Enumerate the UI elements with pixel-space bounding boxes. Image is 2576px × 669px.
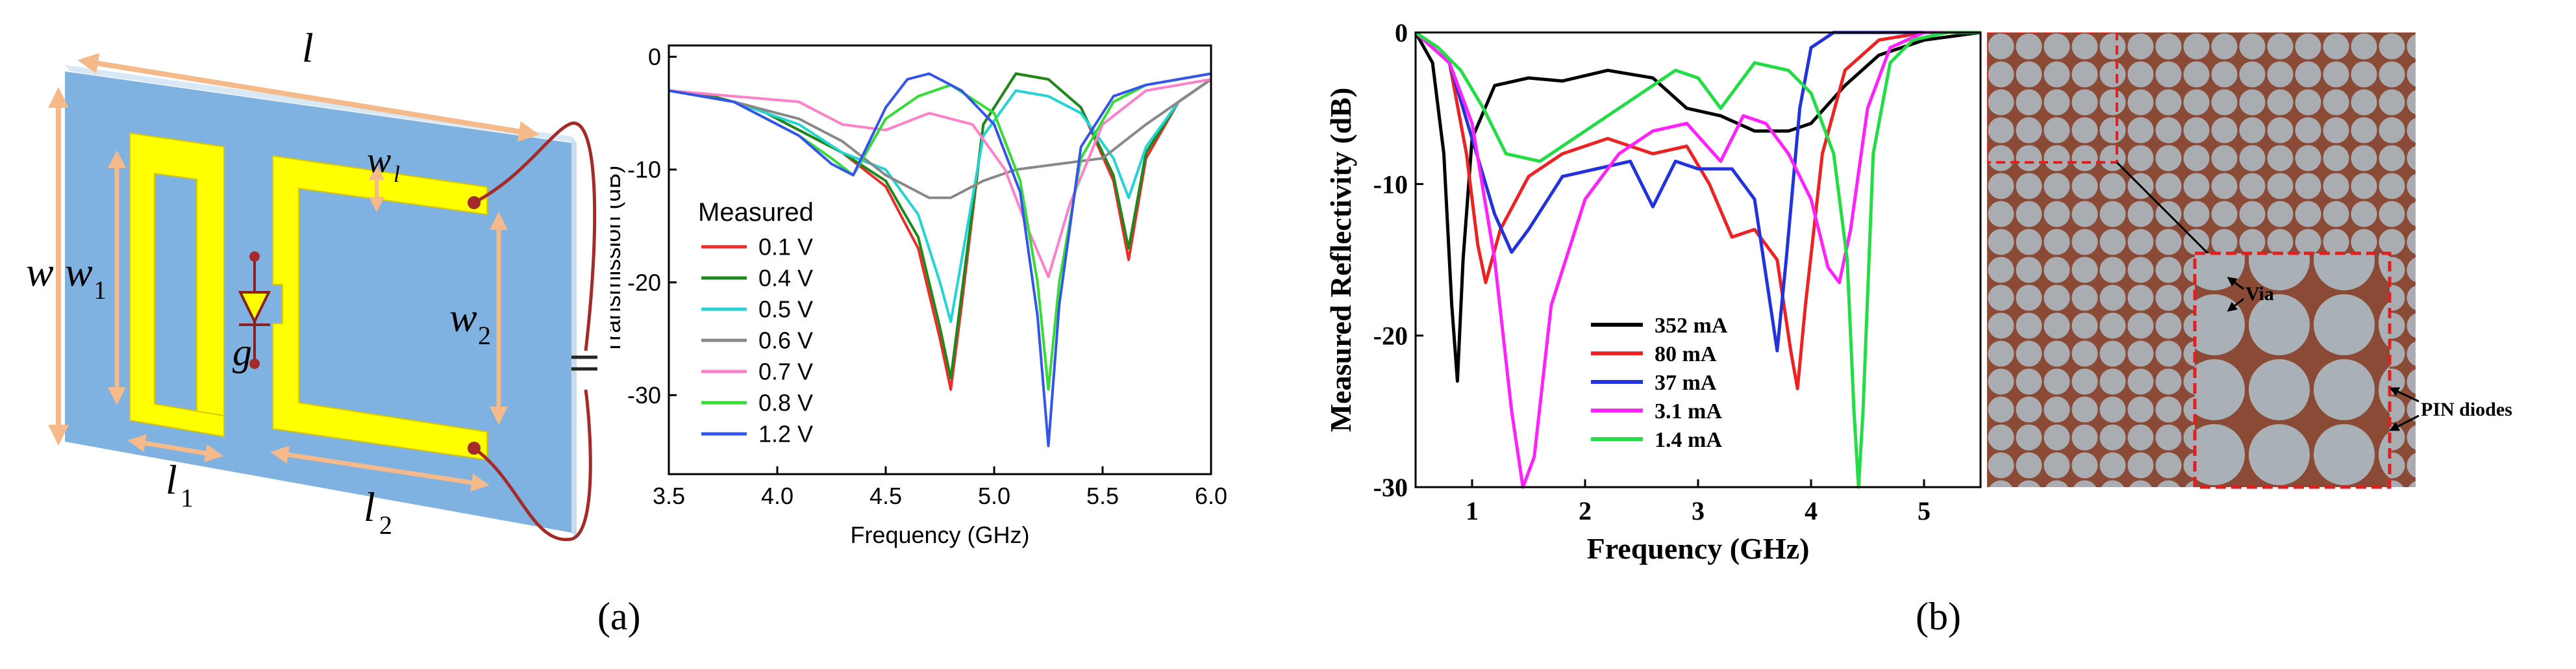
label-w1-sub: 1	[94, 275, 106, 305]
series-line	[668, 72, 1212, 391]
caption-a: (a)	[597, 595, 641, 638]
reflectivity-chart-svg: 1 2 3 4 5 0 -10 -20 -30 Frequency (GHz) Measured…	[1324, 18, 1982, 565]
reflectivity-x-label: Frequency (GHz)	[1587, 532, 1810, 565]
series-line	[1414, 31, 1981, 383]
legend-label: 352 mA	[1655, 314, 1728, 338]
legend-label: 1.2 V	[758, 421, 813, 448]
schematic-svg: l w w 1 w l w 2 g l 1 l 2	[26, 25, 600, 542]
x-tick-label: 4	[1805, 496, 1818, 525]
reflectivity-y-label: Measured Reflectivity (dB)	[1325, 88, 1357, 433]
transmission-chart: 3.5 4.0 4.5 5.0 5.5 6.0 0 -10 -20 -30 Frequency (…	[599, 26, 1234, 572]
diode-terminal-bottom	[249, 359, 260, 369]
transmission-x-label: Frequency (GHz)	[850, 522, 1029, 548]
transmission-axes: 3.5 4.0 4.5 5.0 5.5 6.0 0 -10 -20 -30	[627, 44, 1227, 509]
left-metal-strip	[129, 132, 225, 438]
series-line	[668, 72, 1212, 391]
series-line	[668, 78, 1212, 323]
label-l1-sub: 1	[181, 483, 194, 512]
resonator-schematic: l w w 1 w l w 2 g l 1 l 2	[26, 25, 600, 559]
x-tick-label: 3	[1692, 496, 1705, 525]
legend-label: 3.1 mA	[1655, 399, 1722, 423]
metasurface-photo: Via PIN diodes	[1986, 31, 2565, 500]
y-tick-label: -10	[627, 157, 661, 183]
via-arrow-2	[2227, 297, 2244, 312]
legend-label: 80 mA	[1655, 342, 1717, 366]
pin-arrow-2	[2389, 414, 2420, 431]
label-wl: w	[367, 140, 391, 181]
y-tick-label: -10	[1373, 170, 1408, 199]
series-line	[1414, 31, 1981, 489]
zoom-region-box	[1986, 31, 2118, 164]
x-tick-label: 6.0	[1195, 483, 1227, 509]
via-label: Via	[2245, 283, 2274, 305]
label-l2: l	[364, 484, 375, 530]
label-wl-sub: l	[394, 161, 400, 187]
series-line	[1414, 31, 1981, 390]
series-line	[1414, 31, 1981, 353]
legend-label: 0.8 V	[758, 390, 813, 416]
y-tick-label: -20	[627, 269, 661, 296]
x-tick-label: 4.0	[761, 483, 794, 509]
x-tick-label: 5	[1918, 496, 1931, 525]
label-g: g	[232, 331, 252, 373]
legend-label: 37 mA	[1655, 371, 1717, 395]
x-tick-label: 4.5	[869, 483, 902, 509]
metasurface-photo-svg: Via PIN diodes	[1986, 31, 2512, 489]
caption-b: (b)	[1916, 595, 1961, 638]
x-tick-label: 2	[1579, 496, 1592, 525]
label-w: w	[26, 249, 54, 295]
legend-label: 0.5 V	[758, 296, 813, 323]
y-tick-label: 0	[1395, 18, 1408, 47]
y-tick-label: 0	[648, 44, 661, 70]
zoom-inset-border	[2193, 251, 2392, 489]
series-line	[668, 72, 1212, 448]
diode-symbol	[238, 291, 271, 325]
series-line	[668, 78, 1212, 279]
transmission-series-group	[668, 72, 1212, 448]
legend-label: 0.1 V	[758, 234, 813, 260]
transmission-legend: Measured 0.1 V 0.4 V 0.5 V 0.6 V 0.7 V 0.8 V 1…	[698, 198, 814, 448]
reflectivity-legend: 352 mA 80 mA 37 mA 3.1 mA 1.4 mA	[1591, 314, 1728, 452]
x-tick-label: 1	[1466, 496, 1479, 525]
label-l1: l	[166, 457, 177, 503]
via-arrow-1	[2227, 277, 2244, 290]
series-line	[668, 78, 1212, 199]
diode-terminal-top	[249, 251, 260, 262]
transmission-plot-frame	[668, 44, 1212, 475]
legend-label: 0.6 V	[758, 327, 813, 354]
series-line	[668, 72, 1212, 380]
label-l2-sub: 2	[379, 511, 392, 540]
dim-arrow-l	[77, 53, 540, 142]
dim-arrow-l1	[127, 434, 223, 462]
substrate-side-edge	[571, 136, 577, 539]
series-line	[1414, 31, 1981, 489]
x-tick-label: 5.0	[978, 483, 1010, 509]
legend-label: 0.4 V	[758, 265, 813, 292]
pin-arrow-1	[2389, 387, 2420, 403]
label-w2: w	[449, 294, 477, 340]
zoom-inset	[2195, 253, 2390, 487]
reflectivity-chart: 1 2 3 4 5 0 -10 -20 -30 Frequency (GHz) Measured…	[1324, 13, 2000, 572]
transmission-legend-title: Measured	[698, 198, 814, 227]
y-tick-label: -30	[627, 382, 661, 409]
label-w2-sub: 2	[478, 321, 491, 350]
bias-wire-top	[473, 121, 597, 351]
y-tick-label: -20	[1373, 322, 1408, 351]
transmission-y-label: Transmission (dB)	[610, 166, 625, 355]
label-w1: w	[65, 249, 93, 295]
legend-label: 0.7 V	[758, 359, 813, 385]
reflectivity-axes: 1 2 3 4 5 0 -10 -20 -30	[1373, 18, 1931, 525]
pin-diodes-label: PIN diodes	[2421, 399, 2512, 420]
x-tick-label: 5.5	[1086, 483, 1119, 509]
y-tick-label: -30	[1373, 473, 1408, 502]
x-tick-label: 3.5	[653, 483, 685, 509]
transmission-chart-svg: 3.5 4.0 4.5 5.0 5.5 6.0 0 -10 -20 -30 Frequency (…	[599, 44, 1227, 548]
dim-arrow-l2	[270, 446, 490, 492]
reflectivity-series-group	[1414, 31, 1981, 489]
label-l: l	[302, 26, 314, 71]
legend-label: 1.4 mA	[1655, 428, 1722, 452]
bias-wire-bottom	[473, 389, 592, 542]
